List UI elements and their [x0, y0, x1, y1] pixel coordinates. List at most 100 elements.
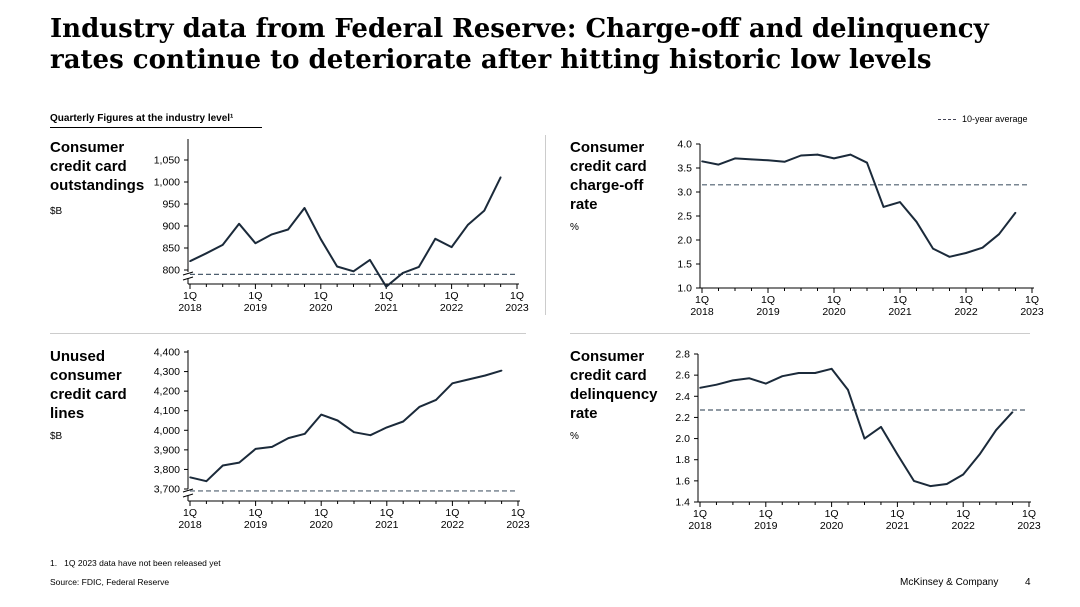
chart-label-line: rate: [570, 196, 598, 213]
y-tick-label: 4.0: [677, 139, 692, 151]
x-tick-label: 2019: [244, 519, 268, 531]
chart-label-line: credit card: [50, 158, 127, 175]
y-tick-label: 3,800: [154, 464, 180, 476]
data-point: [699, 387, 701, 389]
data-point: [271, 446, 273, 448]
data-point: [913, 480, 915, 482]
y-tick-label: 2.5: [677, 211, 692, 223]
x-tick-label: 1Q: [693, 508, 707, 520]
chart-unit-delinquency: %: [570, 431, 579, 442]
x-tick-label: 1Q: [380, 507, 394, 519]
axis-break-mark: [182, 493, 194, 498]
data-point: [336, 419, 339, 422]
x-tick-label: 1Q: [249, 507, 263, 519]
data-point: [402, 420, 405, 423]
chart-label-line: Consumer: [50, 139, 125, 156]
chart-subtitle: Quarterly Figures at the industry level¹: [50, 113, 234, 124]
data-point: [800, 154, 802, 157]
data-point: [847, 389, 849, 391]
data-point: [978, 453, 981, 456]
y-tick-label: 1,000: [154, 177, 180, 189]
x-tick-label: 1Q: [510, 290, 524, 302]
data-point: [783, 160, 786, 163]
subtitle-underline: [50, 127, 262, 128]
source-note: Source: FDIC, Federal Reserve: [50, 577, 170, 587]
y-tick-label: 1.5: [677, 259, 692, 271]
data-point: [222, 464, 224, 467]
y-tick-label: 3,700: [154, 484, 180, 496]
chart-label-line: Consumer: [570, 348, 645, 365]
chart-label-line: lines: [50, 405, 85, 422]
data-point: [189, 476, 191, 479]
x-tick-label: 2018: [178, 519, 202, 531]
axis-break-mark: [182, 488, 194, 493]
data-point: [205, 252, 208, 255]
data-point: [816, 153, 819, 156]
series-line: [699, 367, 1014, 488]
data-point: [896, 453, 899, 456]
x-tick-label: 2023: [506, 519, 530, 531]
data-point: [748, 377, 751, 380]
data-point: [915, 220, 918, 223]
data-point: [866, 161, 868, 164]
chart-label-line: Unused: [50, 348, 106, 365]
data-point: [767, 159, 769, 162]
data-point: [750, 158, 753, 161]
chart-label-unused: Unused consumer credit card lines: [50, 347, 127, 423]
data-point: [483, 209, 486, 212]
data-point: [1011, 411, 1014, 413]
data-point: [238, 223, 240, 225]
data-point: [945, 483, 948, 485]
page-title: Industry data from Federal Reserve: Char…: [50, 14, 1040, 76]
data-point: [863, 437, 866, 440]
data-point: [320, 413, 323, 416]
data-point: [732, 379, 734, 382]
data-point: [189, 260, 191, 263]
data-point: [882, 206, 885, 208]
data-point: [468, 378, 470, 381]
data-point: [715, 383, 718, 386]
data-point: [369, 259, 371, 261]
data-point: [833, 157, 835, 160]
x-tick-label: 1Q: [183, 507, 197, 519]
x-tick-label: 1Q: [183, 290, 197, 302]
data-point: [781, 375, 784, 378]
x-tick-label: 1Q: [825, 508, 839, 520]
data-point: [499, 176, 502, 178]
data-point: [981, 246, 984, 249]
data-point: [484, 374, 487, 377]
data-point: [418, 266, 420, 268]
chart-label-line: outstandings: [50, 177, 145, 194]
x-tick-label: 1Q: [890, 508, 904, 520]
axis-break-mark: [182, 276, 194, 281]
chart-label-line: charge-off: [570, 177, 644, 194]
axis-break-mark: [182, 271, 194, 276]
data-point: [353, 431, 355, 434]
data-point: [797, 372, 800, 374]
data-point: [287, 228, 289, 231]
chart-unit-unused: $B: [50, 431, 63, 442]
x-tick-label: 1Q: [1022, 508, 1036, 520]
data-point: [500, 369, 503, 372]
data-point: [899, 201, 901, 203]
dashed-line-icon: [938, 118, 956, 120]
data-point: [849, 153, 852, 156]
y-tick-label: 1.4: [675, 497, 690, 509]
data-point: [369, 434, 372, 436]
x-tick-label: 1Q: [827, 294, 841, 306]
data-point: [998, 233, 1000, 236]
x-tick-label: 2020: [822, 306, 846, 318]
chart-label-line: credit card: [50, 386, 127, 403]
x-tick-label: 2019: [244, 302, 268, 314]
data-point: [929, 485, 932, 487]
x-tick-label: 2023: [505, 302, 529, 314]
data-point: [336, 265, 338, 268]
x-tick-label: 1Q: [959, 294, 973, 306]
x-tick-label: 2019: [754, 520, 778, 532]
series-line: [189, 369, 502, 483]
horizontal-divider-right: [570, 333, 1030, 334]
chart-unit-chargeoff: %: [570, 222, 579, 233]
